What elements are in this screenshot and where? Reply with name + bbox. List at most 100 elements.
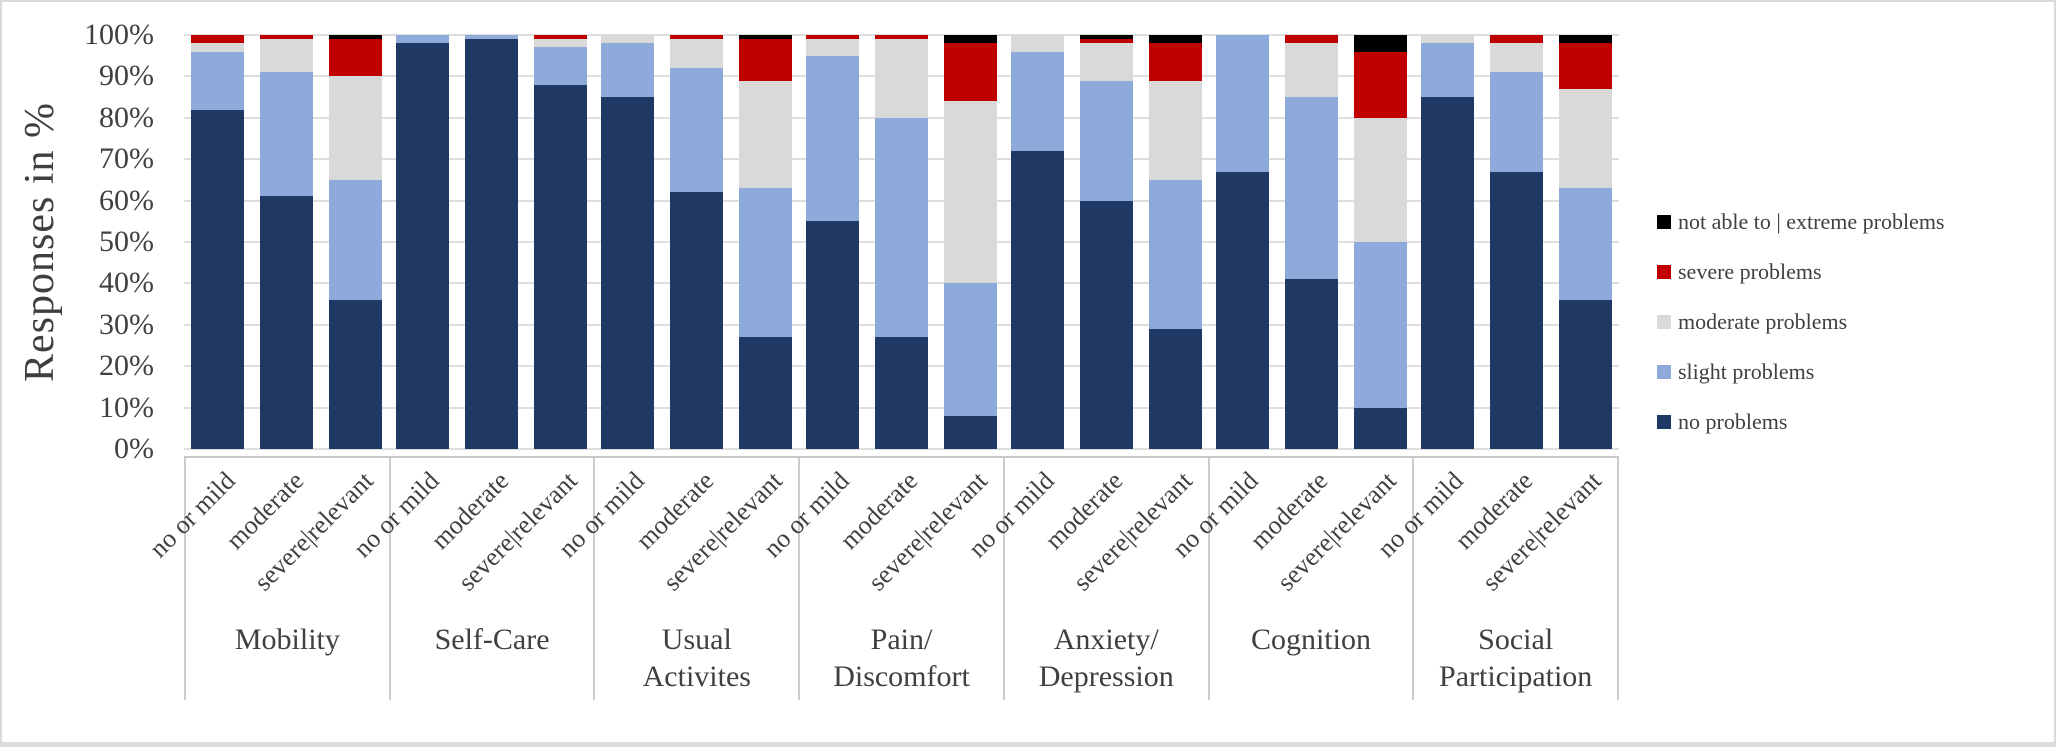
bar-segment	[670, 192, 723, 449]
bar-segment	[1490, 35, 1543, 44]
bar-segment	[1080, 39, 1133, 44]
bar-group	[1414, 35, 1619, 449]
stacked-bar	[1285, 35, 1338, 449]
legend-label: not able to | extreme problems	[1678, 209, 1945, 234]
bar-segment	[1490, 171, 1543, 449]
bar-segment	[1080, 43, 1133, 81]
bar-segment	[1149, 328, 1202, 449]
bar-segment	[944, 283, 997, 416]
bar-segment	[191, 43, 244, 52]
gridline	[184, 34, 1619, 36]
dimension-label: Cognition	[1210, 621, 1413, 658]
bar-segment	[670, 35, 723, 40]
bar-segment	[670, 68, 723, 193]
chart-legend: not able to | extreme problems severe pro…	[1657, 209, 1945, 459]
bar-segment	[1421, 43, 1474, 98]
y-tick-label: 100%	[84, 18, 154, 51]
bar-segment	[1559, 299, 1612, 449]
bar-group	[1004, 35, 1209, 449]
bar-segment	[260, 39, 313, 73]
gridline	[184, 448, 1619, 450]
x-axis-group: no or mild moderate severe|relevant Social P…	[1372, 458, 1620, 700]
category-label: no or mild	[143, 466, 241, 564]
stacked-bar	[1011, 35, 1064, 449]
bar-segment	[944, 35, 997, 44]
bar-segment	[1149, 179, 1202, 329]
y-tick-label: 70%	[99, 142, 154, 176]
y-tick-label: 40%	[99, 266, 154, 300]
bar-segment	[534, 39, 587, 48]
dimension-label-line: Anxiety/	[1053, 623, 1159, 656]
stacked-bar	[739, 35, 792, 449]
legend-label: no problems	[1678, 409, 1788, 434]
dimension-label-line: Social	[1478, 623, 1554, 656]
bar-series-container	[184, 35, 1619, 449]
bar-segment	[875, 337, 928, 449]
stacked-bar	[1490, 35, 1543, 449]
stacked-bar	[875, 35, 928, 449]
dimension-label-line: Usual	[661, 623, 732, 656]
legend-label: moderate problems	[1678, 309, 1848, 334]
x-axis-group: no or mild moderate severe|relevant Mobilit…	[143, 458, 389, 700]
bar-segment	[465, 39, 518, 449]
legend-label: severe problems	[1678, 259, 1822, 284]
bar-segment	[191, 51, 244, 110]
y-tick-label: 90%	[99, 59, 154, 93]
bar-segment	[1285, 35, 1338, 44]
bar-group	[389, 35, 594, 449]
bar-segment	[396, 43, 449, 449]
stacked-bar	[1559, 35, 1612, 449]
bar-segment	[465, 35, 518, 40]
bar-segment	[1285, 97, 1338, 280]
bar-segment	[1080, 80, 1133, 201]
stacked-bar	[1080, 35, 1133, 449]
stacked-bar	[260, 35, 313, 449]
legend-swatch	[1657, 365, 1671, 379]
dimension-label-line: Pain/	[870, 623, 933, 656]
bar-segment	[806, 39, 859, 56]
bar-segment	[1559, 188, 1612, 300]
legend-item: moderate problems	[1657, 309, 1945, 335]
bar-segment	[1285, 279, 1338, 449]
bar-segment	[329, 179, 382, 300]
bar-segment	[875, 117, 928, 338]
legend-label: slight problems	[1678, 359, 1815, 384]
y-tick-label: 10%	[99, 390, 154, 424]
dimension-label-line: Participation	[1439, 660, 1593, 693]
legend-item: slight problems	[1657, 359, 1945, 385]
bar-segment	[191, 109, 244, 449]
stacked-bar	[534, 35, 587, 449]
bar-segment	[739, 80, 792, 189]
dimension-label-line: Self-Care	[434, 623, 550, 656]
bar-segment	[1011, 51, 1064, 151]
bar-segment	[944, 101, 997, 284]
legend-swatch	[1657, 315, 1671, 329]
dimension-label-line: Mobility	[234, 623, 340, 656]
bar-segment	[329, 299, 382, 449]
legend-item: severe problems	[1657, 259, 1945, 285]
dimension-label: Mobility	[186, 621, 389, 658]
x-axis-group: no or mild moderate severe|relevant Usual Ac…	[553, 458, 798, 700]
bar-segment	[534, 84, 587, 449]
bar-segment	[944, 415, 997, 449]
bar-segment	[260, 72, 313, 197]
bar-segment	[534, 47, 587, 85]
bar-group	[1209, 35, 1414, 449]
legend-swatch	[1657, 215, 1671, 229]
legend-swatch	[1657, 265, 1671, 279]
stacked-bar	[601, 35, 654, 449]
plot-area	[184, 34, 1619, 450]
bar-segment	[739, 39, 792, 81]
bar-segment	[1285, 43, 1338, 98]
bar-group	[799, 35, 1004, 449]
legend-swatch	[1657, 415, 1671, 429]
bar-segment	[601, 97, 654, 449]
dimension-label-line: Depression	[1038, 660, 1174, 693]
bar-segment	[601, 35, 654, 44]
y-tick-label: 30%	[99, 307, 154, 341]
bar-segment	[1354, 407, 1407, 449]
stacked-bar	[670, 35, 723, 449]
bar-segment	[1149, 35, 1202, 44]
bar-segment	[601, 43, 654, 98]
